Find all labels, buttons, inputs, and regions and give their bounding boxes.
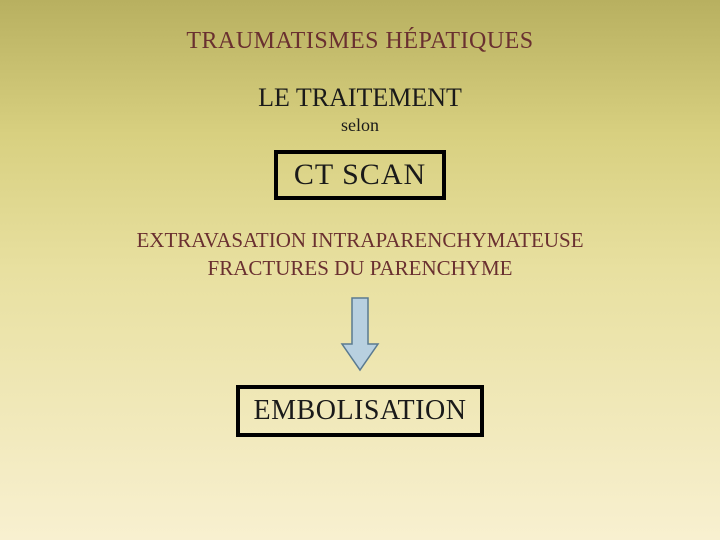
line-2: FRACTURES DU PARENCHYME — [136, 254, 583, 282]
slide-title: TRAUMATISMES HÉPATIQUES — [186, 28, 533, 55]
box-embolisation: EMBOLISATION — [236, 385, 485, 437]
box-ctscan-text: CT SCAN — [294, 158, 426, 191]
slide-subtitle: LE TRAITEMENT — [258, 83, 462, 113]
description-lines: EXTRAVASATION INTRAPARENCHYMATEUSE FRACT… — [136, 226, 583, 283]
slide-container: TRAUMATISMES HÉPATIQUES LE TRAITEMENT se… — [0, 0, 720, 540]
box-ctscan: CT SCAN — [274, 150, 446, 200]
slide-selon: selon — [341, 115, 379, 136]
down-arrow-icon — [340, 296, 380, 372]
arrow-container — [340, 295, 380, 373]
box-embolisation-text: EMBOLISATION — [254, 395, 467, 426]
line-1: EXTRAVASATION INTRAPARENCHYMATEUSE — [136, 226, 583, 254]
